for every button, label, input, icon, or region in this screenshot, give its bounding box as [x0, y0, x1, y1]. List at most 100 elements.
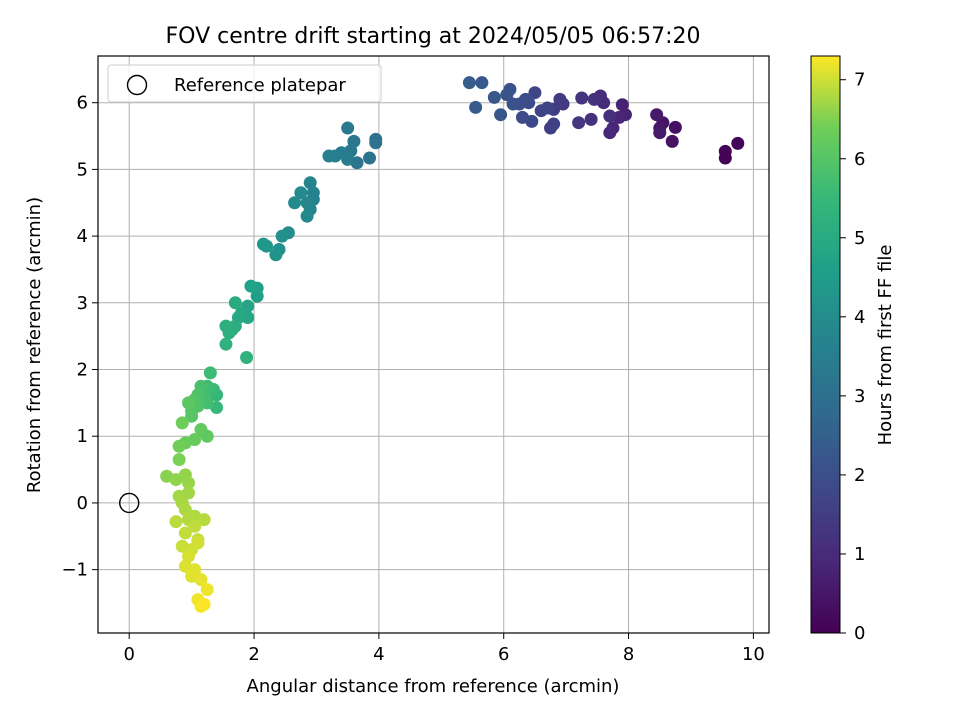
colorbar-tick-label: 5 [854, 228, 865, 249]
reference-platepar-marker [119, 492, 140, 514]
legend: Reference platepar [107, 64, 382, 103]
data-point [665, 134, 679, 148]
colorbar-gradient [810, 55, 841, 634]
data-point [178, 526, 192, 540]
data-point [668, 120, 682, 134]
y-tick-label: 4 [77, 226, 88, 247]
data-point [528, 86, 542, 100]
data-point [197, 597, 211, 611]
data-point [303, 176, 317, 190]
plot-frame [97, 55, 770, 634]
data-point [615, 98, 629, 112]
data-point [469, 100, 483, 114]
data-point [306, 186, 320, 200]
chart-title: FOV centre drift starting at 2024/05/05 … [166, 24, 701, 49]
x-tick-label: 0 [123, 644, 134, 665]
data-point [575, 91, 589, 105]
x-axis-label: Angular distance from reference (arcmin) [247, 676, 620, 697]
data-point [288, 196, 302, 210]
data-points [160, 76, 745, 613]
y-tick-label: 0 [77, 493, 88, 514]
data-point [606, 121, 620, 135]
x-tick-label: 10 [742, 644, 765, 665]
data-point [182, 549, 196, 563]
data-point [294, 186, 308, 200]
colorbar-label: Hours from first FF file [875, 245, 896, 446]
data-point [269, 248, 283, 262]
data-point [203, 366, 217, 380]
data-point [731, 136, 745, 150]
data-point [178, 503, 192, 517]
data-point [188, 519, 202, 533]
data-point [363, 151, 377, 165]
colorbar-ticks: 0 1 2 3 4 5 6 7 [840, 70, 865, 644]
data-point [300, 209, 314, 223]
y-tick-label: 2 [77, 360, 88, 381]
data-point [584, 112, 598, 126]
data-point [553, 92, 567, 106]
data-point [718, 144, 732, 158]
data-point [172, 453, 186, 467]
x-tick-label: 8 [623, 644, 634, 665]
data-point [341, 121, 355, 135]
y-tick-label: 1 [77, 426, 88, 447]
y-tick-label: 3 [77, 293, 88, 314]
colorbar-tick-label: 3 [854, 386, 865, 407]
grid-lines [98, 56, 769, 633]
x-tick-label: 4 [373, 644, 384, 665]
data-point [275, 229, 289, 243]
data-point [182, 476, 196, 490]
data-point [219, 337, 233, 351]
data-point [244, 279, 258, 293]
data-point [219, 319, 233, 333]
data-point [240, 351, 254, 365]
data-point [194, 573, 208, 587]
data-point [200, 583, 214, 597]
data-point [506, 97, 520, 111]
data-point [256, 237, 270, 251]
colorbar: 0 1 2 3 4 5 6 7 Hours from first FF file [810, 55, 896, 644]
y-axis-label: Rotation from reference (arcmin) [24, 197, 45, 493]
data-point [515, 110, 529, 124]
data-point [653, 126, 667, 140]
legend-reference-marker [126, 74, 148, 96]
legend-box [107, 64, 382, 103]
data-point [194, 423, 208, 437]
data-point [322, 149, 336, 163]
data-point [500, 88, 514, 102]
y-tick-label: −1 [61, 560, 88, 581]
data-point [185, 409, 199, 423]
data-point [182, 396, 196, 410]
data-point [650, 108, 664, 122]
data-point [172, 439, 186, 453]
colorbar-tick-label: 2 [854, 465, 865, 486]
data-point [169, 515, 183, 529]
data-point [175, 416, 189, 430]
data-point [547, 117, 561, 131]
data-point [494, 108, 508, 122]
colorbar-tick-label: 7 [854, 70, 865, 91]
x-tick-label: 2 [248, 644, 259, 665]
axis-ticks: 0 2 4 6 8 10 −1 0 1 2 3 4 5 6 [61, 93, 764, 665]
data-point [587, 92, 601, 106]
data-point [300, 196, 314, 210]
x-tick-label: 6 [498, 644, 509, 665]
data-point [228, 296, 242, 310]
data-point [603, 109, 617, 123]
data-point [487, 90, 501, 104]
colorbar-tick-label: 6 [854, 149, 865, 170]
colorbar-tick-label: 4 [854, 307, 865, 328]
data-point [540, 101, 554, 115]
colorbar-tick-label: 1 [854, 544, 865, 565]
data-point [572, 116, 586, 130]
data-point [197, 513, 211, 527]
data-point [475, 76, 489, 90]
data-point [369, 132, 383, 146]
data-point [462, 76, 476, 90]
colorbar-tick-label: 0 [854, 623, 865, 644]
y-tick-label: 6 [77, 93, 88, 114]
data-point [191, 536, 205, 550]
y-tick-label: 5 [77, 159, 88, 180]
